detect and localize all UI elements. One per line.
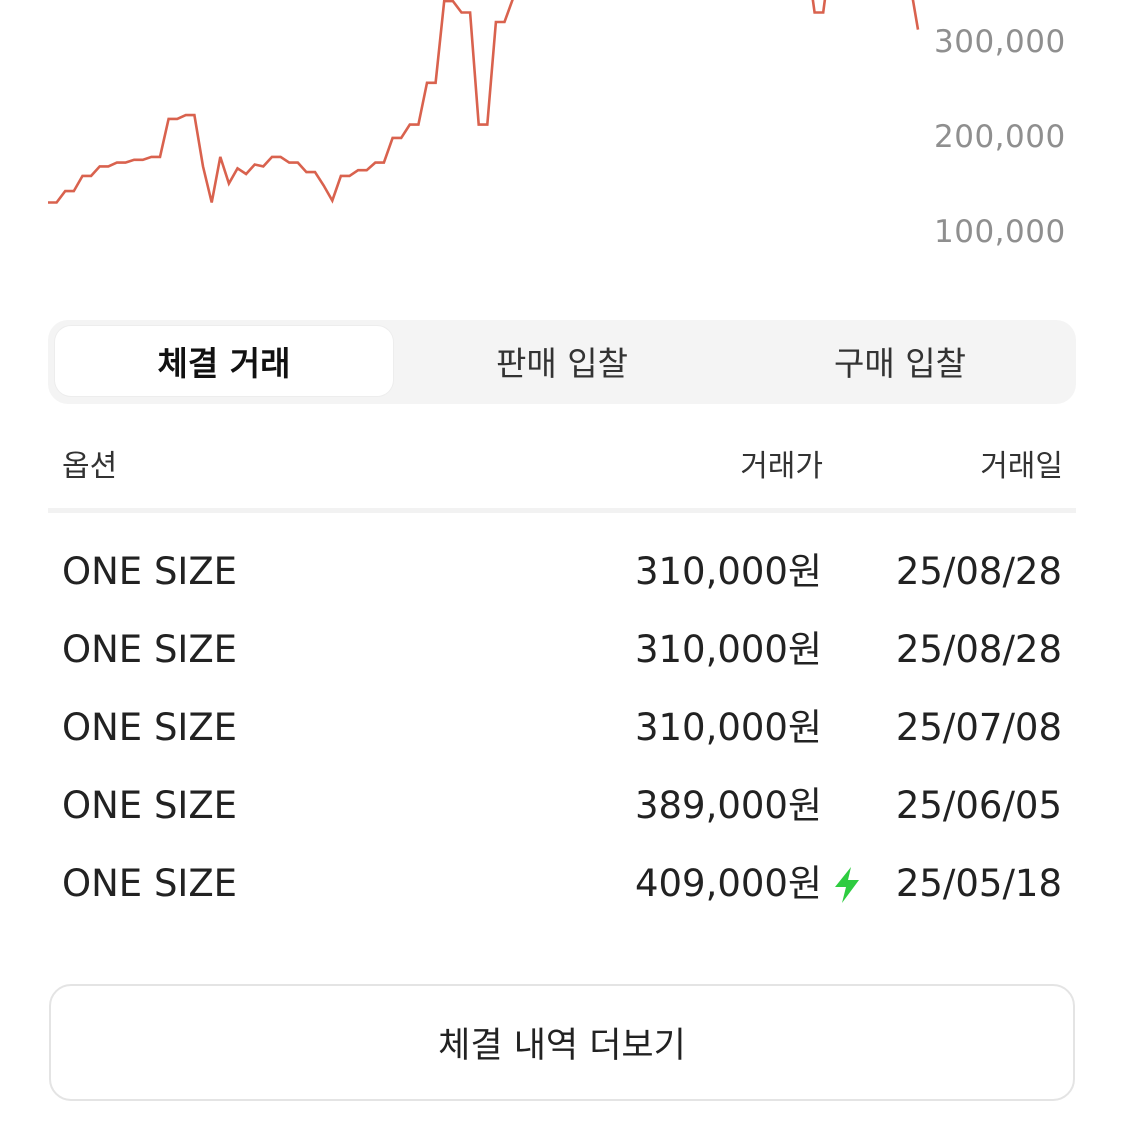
date-cell: 25/07/08	[895, 706, 1062, 749]
y-tick-label: 300,000	[934, 24, 1066, 60]
option-cell: ONE SIZE	[62, 628, 238, 671]
tab-buy-bids[interactable]: 구매 입찰	[834, 344, 966, 383]
table-row: ONE SIZE 310,000원 25/07/08	[48, 698, 1076, 758]
price-series-line	[48, 0, 920, 204]
option-cell: ONE SIZE	[62, 784, 238, 827]
table-row: ONE SIZE 409,000원 25/05/18	[48, 854, 1076, 914]
price-cell: 409,000원	[634, 862, 822, 905]
price-history-chart	[48, 0, 920, 204]
tab-sell-bids[interactable]: 판매 입찰	[496, 344, 628, 383]
date-cell: 25/05/18	[895, 862, 1062, 905]
y-tick-label: 100,000	[934, 214, 1066, 250]
price-cell: 310,000원	[634, 628, 822, 671]
price-cell: 310,000원	[634, 706, 822, 749]
date-cell: 25/08/28	[895, 550, 1062, 593]
date-cell: 25/06/05	[895, 784, 1062, 827]
view-more-trades-button[interactable]: 체결 내역 더보기	[49, 984, 1075, 1101]
option-cell: ONE SIZE	[62, 862, 238, 905]
table-row: ONE SIZE 310,000원 25/08/28	[48, 620, 1076, 680]
column-header-price: 거래가	[740, 449, 823, 484]
header-divider	[48, 508, 1076, 513]
y-tick-label: 200,000	[934, 119, 1066, 155]
price-cell: 389,000원	[634, 784, 822, 827]
lightning-icon	[835, 867, 859, 903]
column-header-date: 거래일	[980, 449, 1063, 484]
table-row: ONE SIZE 310,000원 25/08/28	[48, 542, 1076, 602]
option-cell: ONE SIZE	[62, 706, 238, 749]
date-cell: 25/08/28	[895, 628, 1062, 671]
table-row: ONE SIZE 389,000원 25/06/05	[48, 776, 1076, 836]
option-cell: ONE SIZE	[62, 550, 238, 593]
column-header-option: 옵션	[62, 449, 118, 484]
tab-completed-trades[interactable]: 체결 거래	[55, 326, 393, 396]
trade-tabs: 체결 거래 판매 입찰 구매 입찰	[48, 320, 1076, 404]
price-cell: 310,000원	[634, 550, 822, 593]
